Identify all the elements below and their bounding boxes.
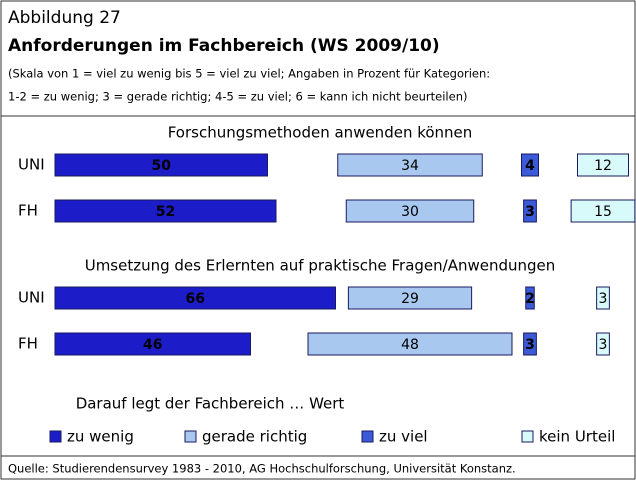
value-label: 52 <box>156 204 175 220</box>
value-label: 15 <box>594 204 612 220</box>
bar <box>54 199 277 223</box>
source: Quelle: Studierendensurvey 1983 - 2010, … <box>8 462 516 476</box>
legend-swatch <box>49 430 62 443</box>
bar <box>347 286 473 310</box>
category-label: FH <box>18 335 38 353</box>
panel-title: Forschungsmethoden anwenden können <box>168 124 473 142</box>
figure-title: Anforderungen im Fachbereich (WS 2009/10… <box>8 36 440 56</box>
bar <box>525 286 535 310</box>
bar <box>523 332 537 356</box>
value-label: 2 <box>525 291 535 307</box>
bar <box>54 286 336 310</box>
bar <box>307 332 513 356</box>
bar <box>596 286 610 310</box>
subtitle: (Skala von 1 = viel zu wenig bis 5 = vie… <box>8 67 490 81</box>
value-label: 3 <box>525 337 535 353</box>
value-label: 12 <box>594 158 612 174</box>
bar <box>570 199 636 223</box>
subtitle: 1-2 = zu wenig; 3 = gerade richtig; 4-5 … <box>8 90 467 104</box>
legend-swatch <box>521 430 534 443</box>
value-label: 4 <box>525 158 535 174</box>
value-label: 29 <box>401 291 419 307</box>
legend-swatch <box>361 430 374 443</box>
bar <box>54 153 268 177</box>
category-label: UNI <box>18 156 45 174</box>
legend-swatch <box>184 430 197 443</box>
legend-label: zu viel <box>379 428 428 446</box>
value-label: 50 <box>152 158 172 174</box>
bar <box>577 153 629 177</box>
category-label: FH <box>18 202 38 220</box>
figure-label: Abbildung 27 <box>8 8 121 28</box>
legend-label: gerade richtig <box>202 428 307 446</box>
value-label: 34 <box>401 158 419 174</box>
bar <box>54 332 251 356</box>
value-label: 3 <box>599 291 608 307</box>
panel-title: Umsetzung des Erlernten auf praktische F… <box>85 257 556 275</box>
legend-label: kein Urteil <box>539 428 615 446</box>
value-label: 48 <box>401 337 419 353</box>
legend-title: Darauf legt der Fachbereich … Wert <box>76 395 345 413</box>
bar <box>523 199 537 223</box>
value-label: 66 <box>186 291 205 307</box>
value-label: 46 <box>143 337 162 353</box>
bar <box>596 332 610 356</box>
value-label: 3 <box>525 204 535 220</box>
legend-label: zu wenig <box>67 428 134 446</box>
bar <box>521 153 539 177</box>
bar <box>337 153 483 177</box>
value-label: 3 <box>599 337 608 353</box>
value-label: 30 <box>401 204 419 220</box>
bar <box>345 199 475 223</box>
category-label: UNI <box>18 289 45 307</box>
